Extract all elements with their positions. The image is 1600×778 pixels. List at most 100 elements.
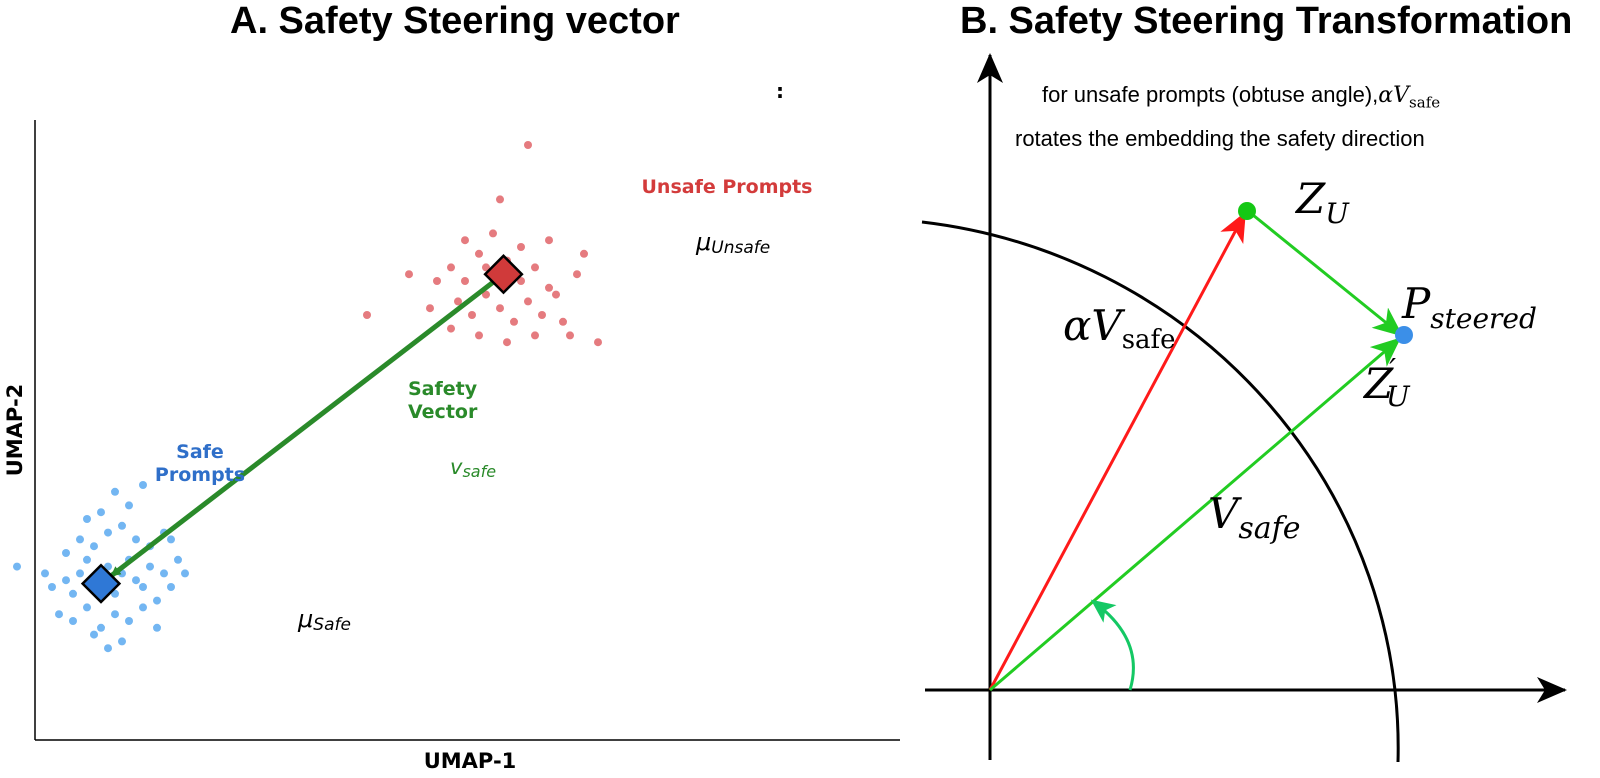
safe-point (146, 562, 154, 571)
unsafe-prompt-points (363, 141, 602, 347)
safe-point (153, 596, 161, 605)
safe-point (97, 508, 105, 517)
stray-colon: : (776, 79, 784, 103)
safe-point (97, 623, 105, 632)
zu-to-steered-arrow (1247, 209, 1404, 337)
safe-point (48, 583, 56, 591)
unsafe-point (524, 297, 532, 306)
caption-line-2: rotates the embedding the safety directi… (1015, 126, 1425, 151)
unsafe-centroid-marker (483, 254, 524, 295)
angle-arc-arrow (1090, 599, 1135, 691)
safety-vector-arrow (110, 272, 506, 578)
unsafe-point (580, 249, 588, 258)
unsafe-prompts-label: Unsafe Prompts (642, 176, 813, 198)
unsafe-point (433, 277, 441, 285)
safe-point (76, 535, 84, 544)
unsafe-point (363, 311, 371, 319)
safe-point (90, 630, 98, 639)
v-safe-symbol: vsafe (450, 455, 496, 481)
p-steered-point (1395, 326, 1413, 344)
v-safe-label: Vsafe (1208, 489, 1300, 546)
unsafe-point (503, 338, 511, 347)
safe-point (83, 555, 91, 564)
panel-a-title: A. Safety Steering vector (230, 0, 680, 42)
safe-centroid-marker (80, 563, 122, 604)
unsafe-point (496, 195, 504, 204)
x-axis-label: UMAP-1 (424, 749, 517, 773)
mu-safe-label: μSafe (297, 605, 351, 635)
unsafe-point (559, 317, 567, 326)
safe-point (132, 535, 140, 544)
unit-circle-arc (921, 220, 1400, 763)
unsafe-point (468, 311, 476, 319)
safe-point (118, 521, 126, 530)
safe-point (104, 644, 112, 653)
unsafe-point (510, 317, 518, 326)
safety-vector-label-line2: Vector (408, 401, 478, 423)
safe-point (111, 589, 119, 598)
unsafe-point (426, 304, 434, 313)
safe-point (13, 562, 21, 571)
unsafe-point (447, 324, 455, 333)
safe-point (139, 603, 147, 612)
safe-point (69, 617, 77, 625)
safe-point (125, 501, 133, 510)
panel-b-title: B. Safety Steering Transformation (960, 0, 1573, 42)
safe-point (104, 528, 112, 537)
safe-point (55, 610, 63, 619)
unsafe-point (517, 243, 525, 251)
unsafe-point (531, 331, 539, 340)
unsafe-point (475, 249, 483, 258)
caption-line-1: for unsafe prompts (obtuse angle),αVsafe (1042, 82, 1441, 112)
mu-unsafe-label: μUnsafe (695, 228, 770, 258)
v-safe-arrow (989, 337, 1402, 692)
alpha-v-safe-arrow (988, 211, 1246, 691)
unsafe-point (454, 297, 462, 306)
safe-point (125, 617, 133, 625)
safe-point (76, 569, 84, 578)
zu-prime-label: Z′ U (1362, 353, 1411, 413)
unsafe-point (461, 277, 469, 285)
safe-point (160, 569, 168, 578)
unsafe-point (447, 263, 455, 272)
unsafe-point (482, 263, 490, 272)
safe-point (139, 583, 147, 591)
safe-prompts-label-line2: Prompts (155, 464, 245, 486)
safe-prompts-label-line1: Safe (176, 441, 224, 463)
safe-point (41, 569, 49, 578)
unsafe-point (552, 290, 560, 299)
safe-point (132, 576, 140, 585)
safe-point (174, 555, 182, 564)
unsafe-point (489, 229, 497, 238)
safe-point (83, 603, 91, 612)
safe-point (62, 576, 70, 585)
safe-point (167, 583, 175, 591)
safe-point (181, 569, 189, 578)
unsafe-point (538, 311, 546, 319)
unsafe-point (545, 283, 553, 292)
safe-point (90, 542, 98, 551)
unsafe-point (482, 290, 490, 299)
safe-point (69, 589, 77, 598)
unsafe-point (573, 270, 581, 279)
unsafe-point (461, 236, 469, 245)
unsafe-point (545, 236, 553, 245)
zu-point (1238, 202, 1256, 220)
safe-point (118, 637, 126, 646)
alpha-v-safe-label: αVsafe (1063, 301, 1176, 355)
zu-label: ZU (1294, 174, 1350, 230)
safety-vector-label-line1: Safety (408, 378, 478, 400)
safe-point (139, 481, 147, 489)
safe-point (111, 487, 119, 496)
y-axis-label: UMAP-2 (3, 384, 27, 477)
unsafe-point (496, 304, 504, 313)
unsafe-point (517, 277, 525, 285)
unsafe-point (524, 141, 532, 149)
unsafe-point (405, 270, 413, 279)
p-steered-label: Psteered (1401, 279, 1537, 335)
safe-point (111, 610, 119, 619)
safe-point (83, 515, 91, 523)
unsafe-point (594, 338, 602, 347)
safe-point (153, 623, 161, 632)
